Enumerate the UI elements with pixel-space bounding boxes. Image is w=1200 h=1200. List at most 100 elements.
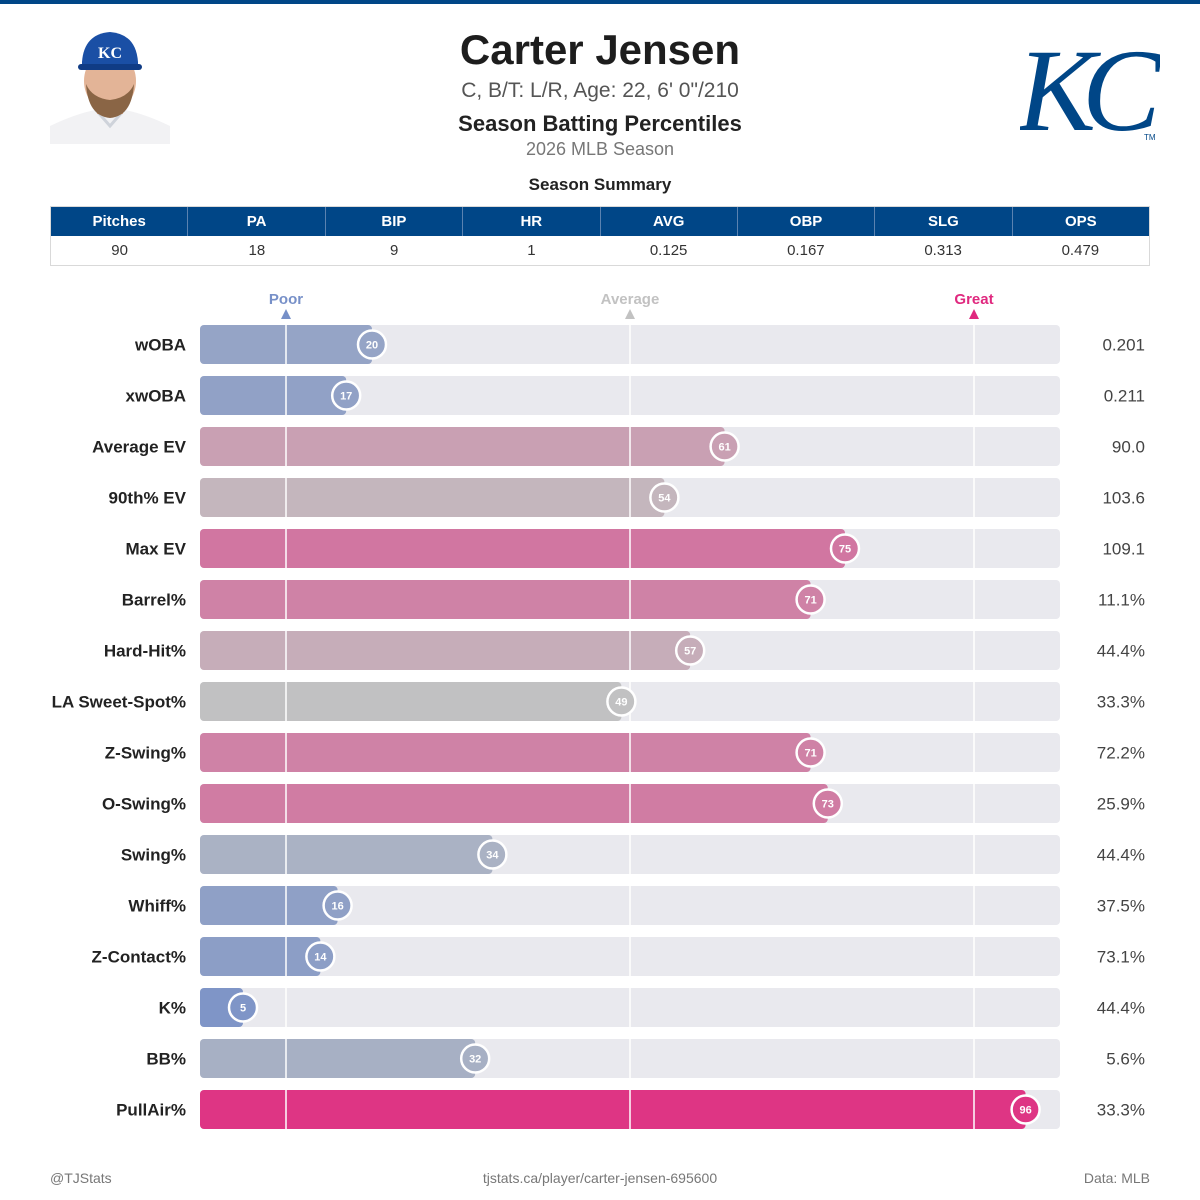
percentile-label: 75 <box>839 544 851 556</box>
summary-header-cell: OPS <box>1064 213 1097 230</box>
percentile-marker <box>322 890 353 921</box>
percentile-marker <box>305 941 336 972</box>
percentile-bar <box>200 937 321 976</box>
stat-value-label: 90.0 <box>1112 438 1145 457</box>
summary-header-cell: Pitches <box>51 207 189 236</box>
percentile-bar <box>200 1039 476 1078</box>
stat-name-label: wOBA <box>134 336 186 355</box>
percentile-label: 17 <box>340 391 352 403</box>
stat-name-label: BB% <box>146 1050 186 1069</box>
percentile-marker <box>477 839 508 870</box>
percentile-label: 73 <box>822 799 834 811</box>
reference-marker-poor-icon <box>281 309 291 319</box>
stat-value-label: 72.2% <box>1097 744 1145 763</box>
percentile-marker <box>606 686 637 717</box>
percentile-marker <box>1010 1094 1041 1125</box>
percentile-bar <box>200 631 691 670</box>
summary-value-cell: 0.167 <box>787 242 825 259</box>
percentile-marker <box>674 635 706 666</box>
stat-name-label: Swing% <box>121 846 186 865</box>
summary-value-cell: 1 <box>527 242 536 259</box>
percentile-bar <box>200 682 622 721</box>
footer-link[interactable]: tjstats.ca/player/carter-jensen-695600 <box>482 1170 718 1186</box>
stat-value-label: 5.6% <box>1106 1050 1145 1069</box>
stat-name-label: xwOBA <box>126 387 186 406</box>
percentile-marker <box>709 431 740 462</box>
summary-value-cell: 90 <box>111 242 128 259</box>
stat-value-label: 0.211 <box>1104 387 1145 406</box>
summary-value-cell: 0.313 <box>924 242 962 259</box>
percentile-marker <box>649 482 680 513</box>
reference-marker-average-icon <box>625 309 635 319</box>
percentile-bar <box>200 529 845 568</box>
stat-value-label: 44.4% <box>1097 999 1145 1018</box>
stat-name-label: Max EV <box>126 540 187 559</box>
percentile-bar <box>200 733 811 772</box>
stat-value-label: 109.1 <box>1102 540 1145 559</box>
stat-value-label: 25.9% <box>1097 795 1145 814</box>
summary-header-cell: AVG <box>601 207 738 236</box>
percentile-label: 71 <box>804 748 816 760</box>
percentile-marker <box>795 737 826 768</box>
percentile-marker <box>829 533 861 564</box>
stat-value-label: 44.4% <box>1097 846 1145 865</box>
footer-source: Data: MLB <box>1083 1170 1150 1186</box>
stat-name-label: Z-Contact% <box>92 948 186 967</box>
percentile-label: 61 <box>718 442 730 454</box>
summary-value-cell: 0.479 <box>1061 242 1100 259</box>
percentile-bar <box>200 886 338 925</box>
percentile-label: 49 <box>615 697 627 709</box>
percentile-bar <box>200 580 811 619</box>
summary-value-cell: 0.125 <box>649 242 688 259</box>
percentile-chart: Poor Average Great 20 wOBA 0.201 17 xwOBA 0.211 6… <box>52 291 1145 1129</box>
percentile-bar <box>200 1090 1026 1129</box>
stat-value-label: 11.1% <box>1098 591 1145 610</box>
footer-credit: @TJStats <box>50 1170 112 1186</box>
summary-header-cell: SLG <box>875 207 1013 236</box>
player-headshot-icon: KC <box>50 26 170 144</box>
reference-label-poor: Poor <box>269 291 303 308</box>
percentile-label: 20 <box>366 340 378 352</box>
stat-name-label: Z-Swing% <box>105 744 186 763</box>
percentile-bar <box>200 427 725 466</box>
summary-table: Pitches PA BIP HR AVG OBP SLG OPS 90 18 … <box>50 206 1150 266</box>
stat-value-label: 37.5% <box>1097 897 1145 916</box>
percentile-bar <box>200 478 665 517</box>
summary-value-cell: 18 <box>248 242 266 259</box>
percentile-marker <box>330 380 362 411</box>
reference-marker-great-icon <box>969 309 979 319</box>
percentile-label: 71 <box>804 595 816 607</box>
percentile-bar <box>200 784 828 823</box>
summary-header-cell: HR <box>463 207 601 236</box>
svg-text:TM: TM <box>1144 133 1156 142</box>
reference-label-great: Great <box>954 291 993 308</box>
summary-value-row: 90 18 9 1 0.125 0.167 0.313 0.479 <box>51 236 1149 265</box>
player-name: Carter Jensen <box>459 26 741 73</box>
percentile-label: 57 <box>684 646 696 658</box>
stat-name-label: LA Sweet-Spot% <box>52 693 186 712</box>
percentile-marker <box>227 992 259 1023</box>
svg-text:KC: KC <box>1020 25 1160 146</box>
percentile-bar <box>200 376 347 415</box>
stat-name-label: 90th% EV <box>109 489 187 508</box>
stat-value-label: 73.1% <box>1097 948 1145 967</box>
stat-name-label: Average EV <box>92 438 187 457</box>
stat-name-label: Barrel% <box>122 591 186 610</box>
kc-royals-logo-icon: KC TM <box>1020 25 1160 146</box>
percentile-label: 34 <box>486 850 499 862</box>
summary-title: Season Summary <box>528 175 672 194</box>
percentile-marker <box>812 788 844 819</box>
percentile-marker <box>356 329 388 360</box>
stat-value-label: 33.3% <box>1097 1101 1145 1120</box>
percentile-label: 14 <box>314 952 327 964</box>
percentile-marker <box>459 1043 491 1074</box>
percentile-label: 5 <box>240 1003 246 1015</box>
summary-header-cell: PA <box>188 207 326 236</box>
stat-name-label: Hard-Hit% <box>104 642 186 661</box>
summary-header-cell: BIP <box>326 207 464 236</box>
chart-subtitle: 2026 MLB Season <box>525 139 675 159</box>
svg-text:KC: KC <box>98 45 122 62</box>
percentile-label: 54 <box>658 493 671 505</box>
reference-label-average: Average <box>601 291 660 308</box>
stat-value-label: 103.6 <box>1102 489 1145 508</box>
